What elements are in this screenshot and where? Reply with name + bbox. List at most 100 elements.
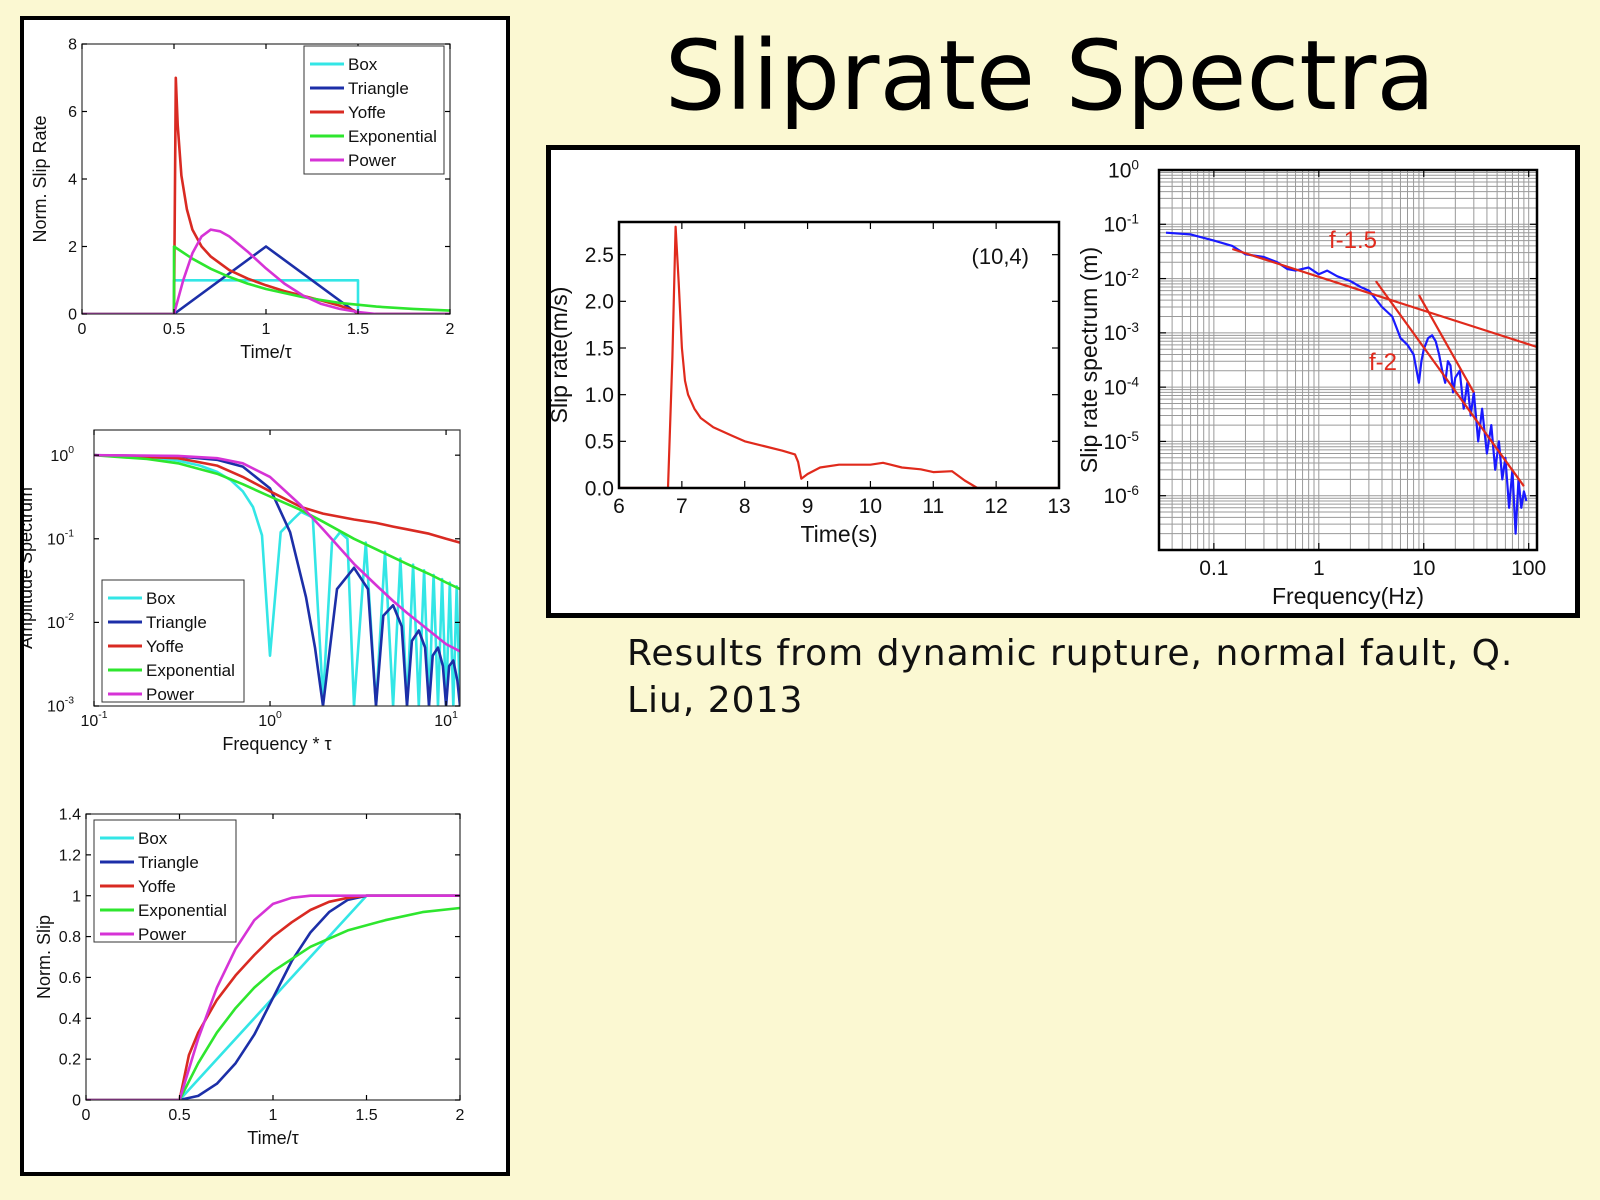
norm-slip-rate-series-exponential <box>82 245 450 314</box>
norm-slip-rate-legend-box <box>303 45 445 175</box>
norm-slip-legend-label: Triangle <box>138 853 199 872</box>
slip-rate-time-annotation: (10,4) <box>972 244 1029 269</box>
norm-slip-x-tick-label: 0 <box>82 1107 91 1124</box>
norm-slip-rate-x-tick-label: 0 <box>78 321 87 338</box>
norm-slip-rate-series-triangle <box>82 245 450 314</box>
amplitude-spectrum-group: 10-1 100 101 100 10-1 10-2 10-3 Frequency * τ Am… <box>24 429 461 754</box>
norm-slip-x-axis-label: Time/τ <box>247 1128 298 1148</box>
norm-slip-legend-label: Power <box>138 925 187 944</box>
slip-rate-spectrum-group: 0.1 1 10 100 100 10-1 10-2 10-3 10-4 10-5 10-6 Freq… <box>1076 157 1546 609</box>
norm-slip-y-tick-label: 0.6 <box>59 970 81 987</box>
slip-rate-spectrum-frame <box>1157 168 1539 552</box>
slip-rate-time-y-tick-label: 1.5 <box>585 337 614 360</box>
slip-rate-time-x-tick-label: 10 <box>859 495 882 518</box>
norm-slip-x-tick-label: 0.5 <box>168 1107 190 1124</box>
norm-slip-legend: Box Triangle Yoffe Exponential Power <box>93 819 237 944</box>
norm-slip-legend-box <box>93 819 237 943</box>
amplitude-spectrum-legend: Box Triangle Yoffe Exponential Power <box>101 579 245 704</box>
slip-rate-spectrum-y-tick-label: 100 <box>1108 157 1139 182</box>
amplitude-spectrum-y-tick-label: 10-2 <box>47 612 74 632</box>
slip-rate-time-frame <box>617 220 1061 490</box>
slip-rate-spectrum-y-axis-label: Slip rate spectrum (m) <box>1076 247 1102 473</box>
amplitude-spectrum-x-tick-label: 10-1 <box>80 710 107 730</box>
norm-slip-y-tick-label: 1.4 <box>59 807 81 824</box>
norm-slip-legend-label: Exponential <box>138 901 227 920</box>
norm-slip-rate-x-tick-label: 2 <box>446 321 455 338</box>
slip-rate-spectrum-y-tick-label: 10-6 <box>1104 483 1140 508</box>
norm-slip-rate-y-tick-label: 8 <box>68 37 77 54</box>
slip-rate-time-y-tick-label: 1.0 <box>585 384 614 407</box>
slip-rate-spectrum-series-spectrum <box>1165 231 1528 535</box>
norm-slip-series-yoffe <box>86 894 460 1100</box>
right-figure-panel: 6 7 8 9 10 11 12 13 0.0 0.5 1.0 1.5 2.0 2.5 Time(s) Sli… <box>546 145 1580 618</box>
slip-rate-spectrum-x-tick-label: 1 <box>1313 557 1325 580</box>
slip-rate-time-y-tick-label: 0.0 <box>585 477 614 500</box>
slip-rate-time-y-tick-label: 2.0 <box>585 291 614 314</box>
amplitude-spectrum-x-axis-label: Frequency * τ <box>222 734 331 754</box>
amplitude-spectrum-series-box <box>94 453 460 706</box>
norm-slip-rate-x-tick-label: 0.5 <box>163 321 185 338</box>
norm-slip-series-power <box>86 894 460 1100</box>
norm-slip-y-tick-label: 0.2 <box>59 1052 81 1069</box>
norm-slip-rate-x-tick-label: 1 <box>262 321 271 338</box>
norm-slip-rate-legend-label: Triangle <box>348 79 409 98</box>
norm-slip-x-tick-label: 2 <box>456 1107 465 1124</box>
norm-slip-x-tick-label: 1 <box>269 1107 278 1124</box>
norm-slip-rate-y-tick-label: 2 <box>68 239 77 256</box>
slip-rate-time-group: 6 7 8 9 10 11 12 13 0.0 0.5 1.0 1.5 2.0 2.5 Time(s) Sli… <box>551 220 1071 547</box>
slip-rate-spectrum-x-tick-label: 0.1 <box>1199 557 1228 580</box>
norm-slip-series-exponential <box>86 906 460 1100</box>
amplitude-spectrum-series-power <box>94 453 460 653</box>
caption: Results from dynamic rupture, normal fau… <box>627 633 1514 721</box>
amplitude-spectrum-legend-box <box>101 579 245 703</box>
amplitude-spectrum-y-tick-label: 10-1 <box>47 528 74 548</box>
amplitude-spectrum-legend-label: Exponential <box>146 661 235 680</box>
slip-rate-time-series-line-0 <box>619 225 1059 488</box>
amplitude-spectrum-legend-label: Power <box>146 685 195 704</box>
norm-slip-y-tick-label: 0 <box>72 1093 81 1110</box>
norm-slip-rate-legend-label: Box <box>348 55 378 74</box>
amplitude-spectrum-y-tick-label: 10-3 <box>47 696 74 716</box>
left-figure-panel: 0 0.5 1 1.5 2 0 2 4 6 8 Time/τ Norm. Slip Rate Box Tr… <box>20 16 510 1176</box>
norm-slip-rate-legend-label: Power <box>348 151 397 170</box>
slip-rate-spectrum-y-tick-label: 10-3 <box>1104 320 1140 345</box>
norm-slip-y-axis-label: Norm. Slip <box>34 915 54 999</box>
slip-rate-spectrum-y-tick-label: 10-5 <box>1104 429 1140 454</box>
slip-rate-spectrum-y-tick-label: 10-1 <box>1104 212 1140 237</box>
slip-rate-time-series-group <box>619 225 1059 488</box>
norm-slip-y-tick-label: 0.4 <box>59 1011 81 1028</box>
slip-rate-time-x-tick-label: 12 <box>984 495 1007 518</box>
slip-rate-spectrum-series-fit-1-5 <box>1231 247 1537 349</box>
amplitude-spectrum-series-group <box>94 453 460 706</box>
slip-rate-time-chart: 6 7 8 9 10 11 12 13 0.0 0.5 1.0 1.5 2.0 2.5 Time(s) Sli… <box>551 157 1546 609</box>
slip-rate-time-x-axis-label: Time(s) <box>800 521 877 547</box>
slip-rate-spectrum-x-tick-label: 10 <box>1412 557 1435 580</box>
norm-slip-rate-group: 0 0.5 1 1.5 2 0 2 4 6 8 Time/τ Norm. Slip Rate Box Tr… <box>30 37 455 362</box>
slip-rate-time-x-tick-label: 8 <box>739 495 751 518</box>
slide-title: Sliprate Spectra <box>664 20 1436 132</box>
norm-slip-legend-label: Box <box>138 829 168 848</box>
norm-slip-rate-series-box <box>82 278 450 314</box>
norm-slip-rate-legend-label: Exponential <box>348 127 437 146</box>
slip-rate-time-y-tick-label: 0.5 <box>585 431 614 454</box>
slip-rate-spectrum-x-axis-label: Frequency(Hz) <box>1272 583 1424 609</box>
amplitude-spectrum-x-tick-label: 100 <box>258 710 282 730</box>
slip-rate-time-y-tick-label: 2.5 <box>585 244 614 267</box>
amplitude-spectrum-legend-label: Box <box>146 589 176 608</box>
norm-slip-rate-x-axis-label: Time/τ <box>240 342 291 362</box>
slip-rate-spectrum-y-tick-label: 10-4 <box>1104 374 1140 399</box>
amplitude-spectrum-frame <box>93 429 461 707</box>
norm-slip-rate-chart: 0 0.5 1 1.5 2 0 2 4 6 8 Time/τ Norm. Slip Rate Box Tr… <box>24 37 465 1148</box>
slip-rate-time-x-tick-label: 9 <box>802 495 814 518</box>
norm-slip-rate-y-tick-label: 6 <box>68 104 77 121</box>
norm-slip-rate-y-tick-label: 4 <box>68 172 77 189</box>
norm-slip-series-triangle <box>86 894 460 1100</box>
slip-rate-spectrum-grid <box>1158 170 1537 551</box>
slip-rate-time-plot-area <box>619 222 1059 488</box>
slip-rate-time-x-tick-label: 11 <box>922 495 944 518</box>
norm-slip-rate-legend-label: Yoffe <box>348 103 386 122</box>
amplitude-spectrum-series-triangle <box>94 453 460 706</box>
slip-rate-spectrum-series-fit-2b <box>1417 294 1475 393</box>
norm-slip-rate-series-group <box>82 76 450 314</box>
slip-rate-time-x-tick-label: 6 <box>613 495 625 518</box>
